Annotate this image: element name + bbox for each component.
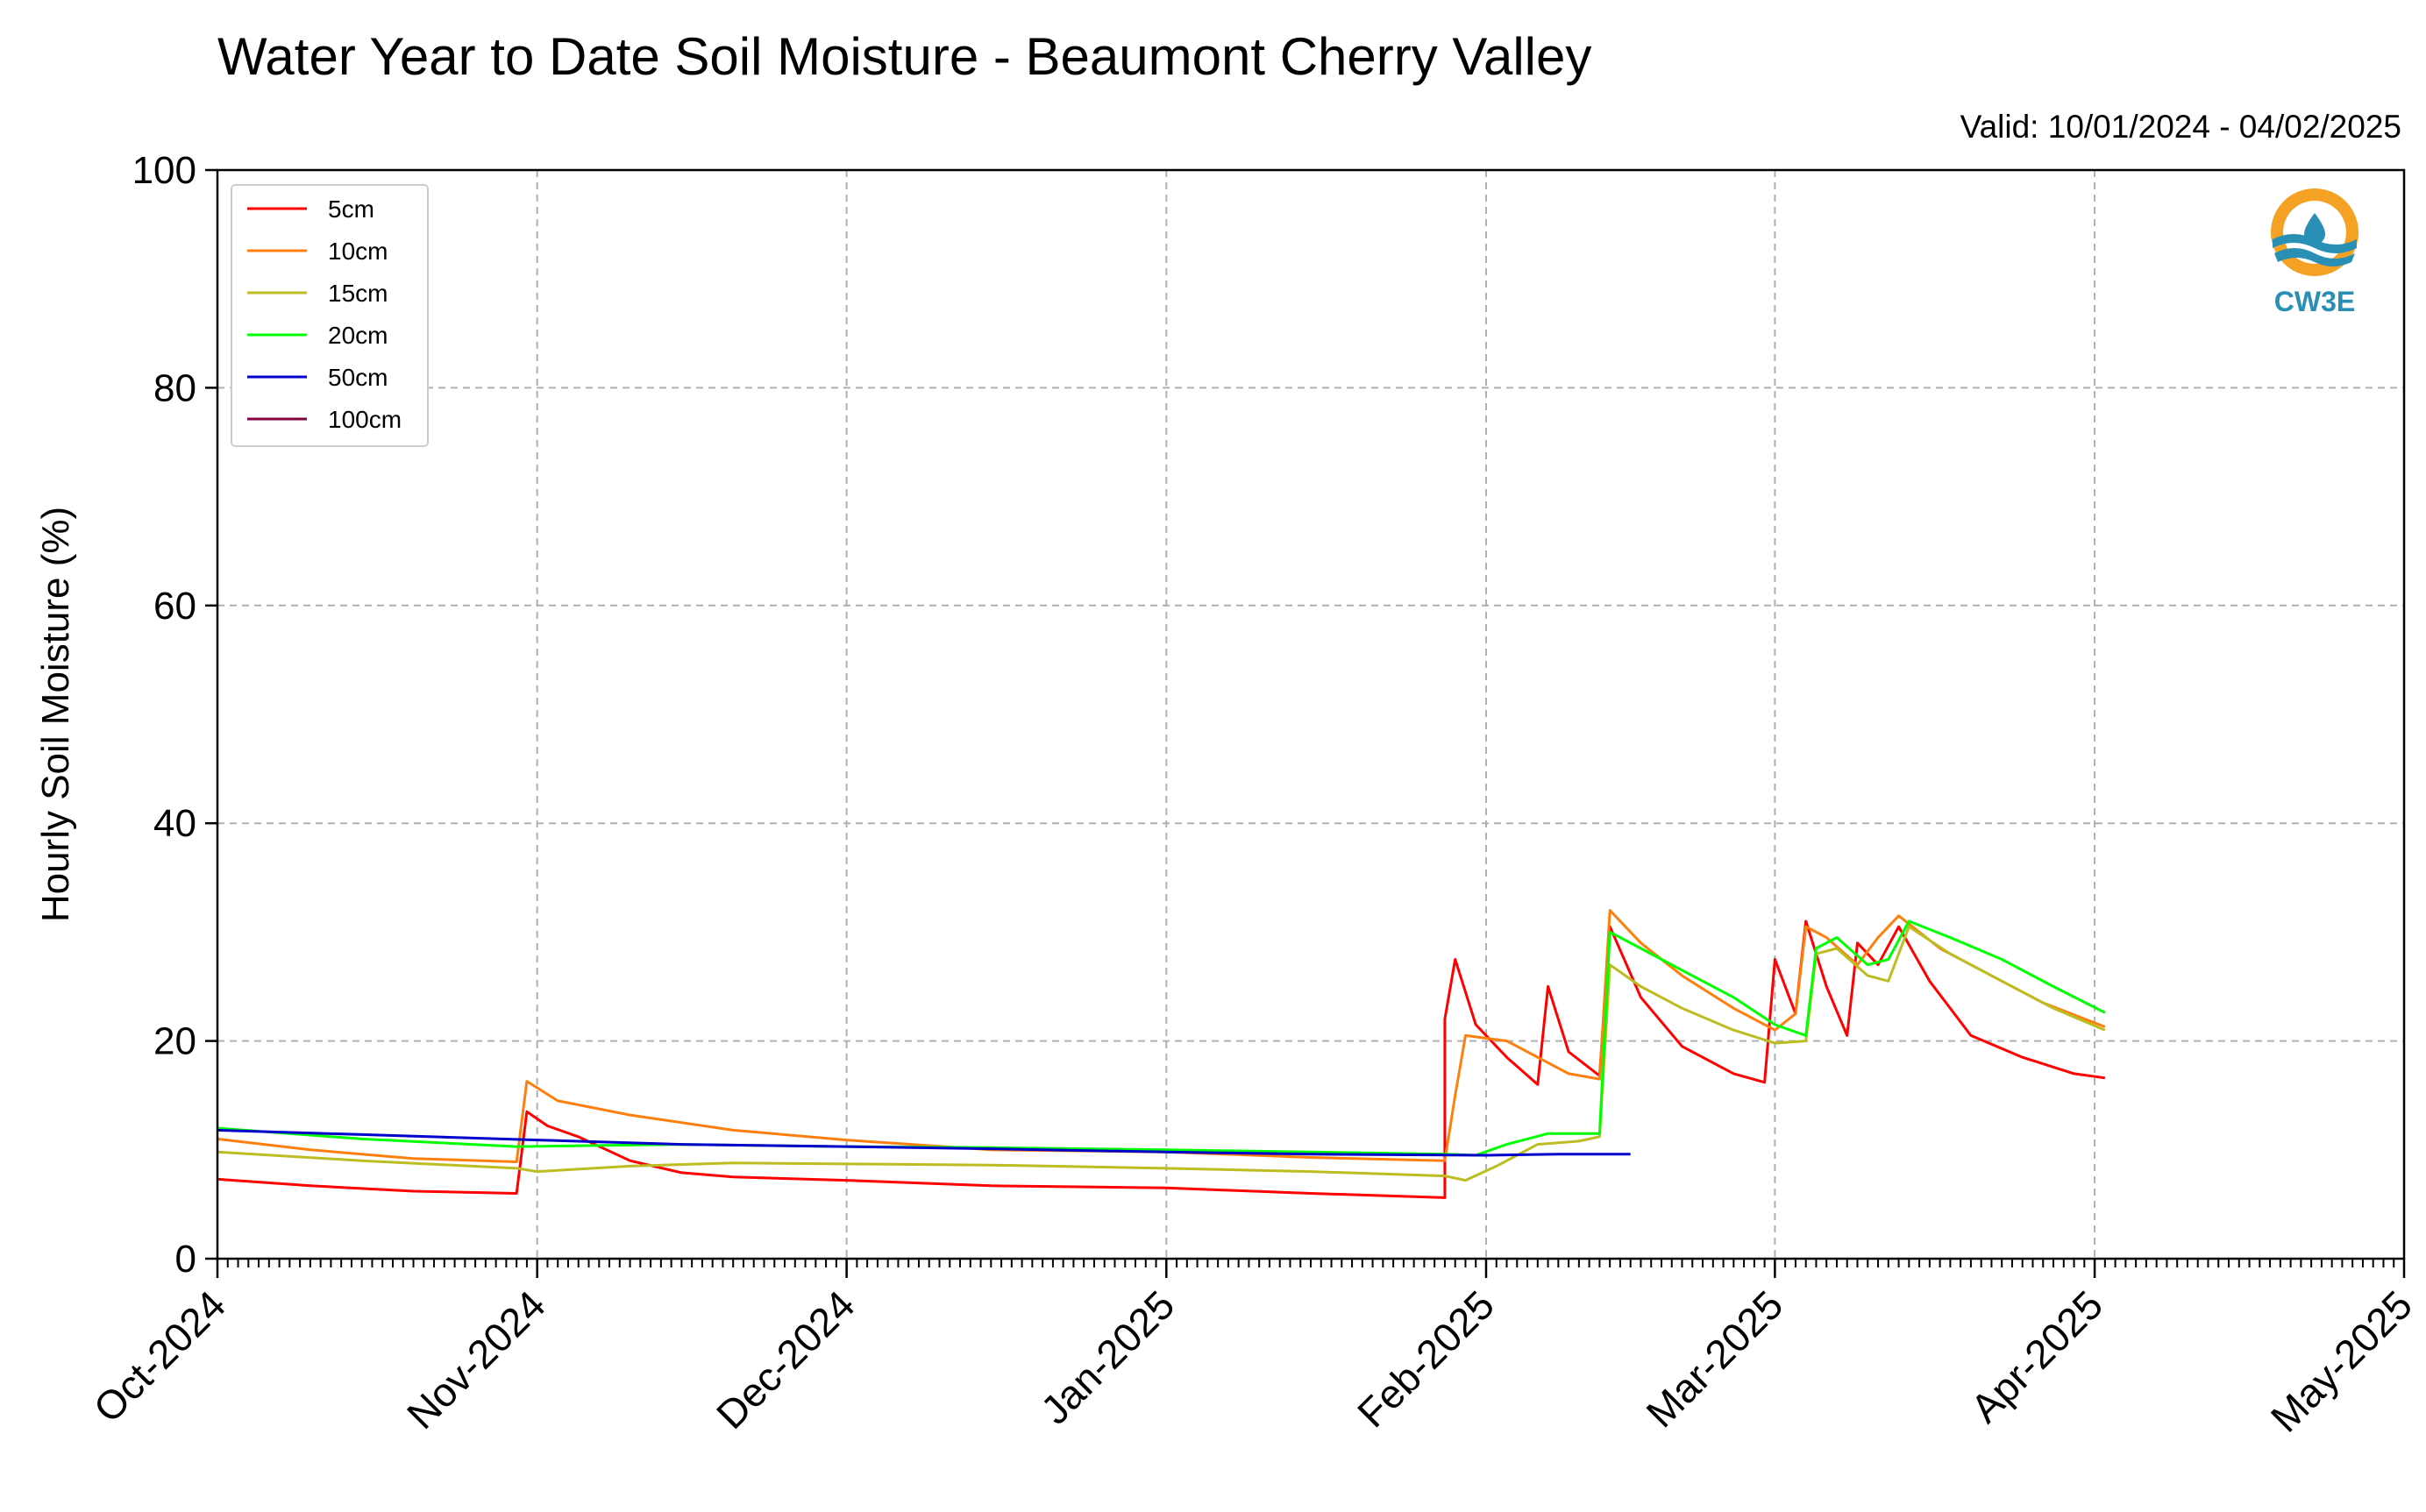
y-tick-label: 100 (132, 149, 196, 192)
series-lines (217, 909, 2106, 1199)
y-tick-label: 20 (153, 1020, 196, 1063)
x-tick-label: Mar-2025 (1637, 1281, 1791, 1436)
logo-text: CW3E (2274, 286, 2355, 317)
plot-area-frame (216, 168, 2406, 1260)
legend-label-10cm: 10cm (328, 238, 388, 265)
axis-ticks: 0 20 40 60 80 100 Oct-2024 Nov-2024 Dec-2024 Jan-… (85, 149, 2422, 1441)
legend-label-5cm: 5cm (328, 195, 374, 223)
y-tick-label: 80 (153, 366, 196, 409)
y-tick-label: 60 (153, 585, 196, 628)
y-axis-label: Hourly Soil Moisture (%) (34, 507, 77, 922)
x-tick-label: Feb-2025 (1348, 1281, 1503, 1436)
series-line-5cm (217, 919, 2106, 1199)
x-tick-label: Apr-2025 (1962, 1281, 2112, 1431)
series-line-10cm (217, 909, 2106, 1163)
legend-label-100cm: 100cm (328, 406, 402, 433)
cw3e-logo: CW3E (2271, 188, 2358, 317)
legend-label-50cm: 50cm (328, 364, 388, 391)
series-line-15cm (217, 925, 2106, 1182)
x-tick-label: Oct-2024 (85, 1281, 235, 1431)
series-line-20cm (217, 919, 2106, 1157)
legend: 5cm 10cm 15cm 20cm 50cm 100cm (231, 184, 429, 447)
y-tick-label: 0 (175, 1238, 196, 1281)
valid-date-range: Valid: 10/01/2024 - 04/02/2025 (1960, 109, 2401, 145)
series-line-50cm (217, 1128, 1631, 1157)
x-tick-label: Jan-2025 (1032, 1281, 1183, 1432)
x-tick-label: Nov-2024 (398, 1281, 554, 1437)
y-tick-label: 40 (153, 802, 196, 845)
legend-label-20cm: 20cm (328, 322, 388, 349)
x-tick-label: Dec-2024 (708, 1281, 864, 1437)
x-tick-label: May-2025 (2262, 1281, 2421, 1440)
grid-lines (217, 170, 2404, 1259)
legend-label-15cm: 15cm (328, 280, 388, 307)
chart-title: Water Year to Date Soil Moisture - Beaum… (217, 27, 1592, 86)
